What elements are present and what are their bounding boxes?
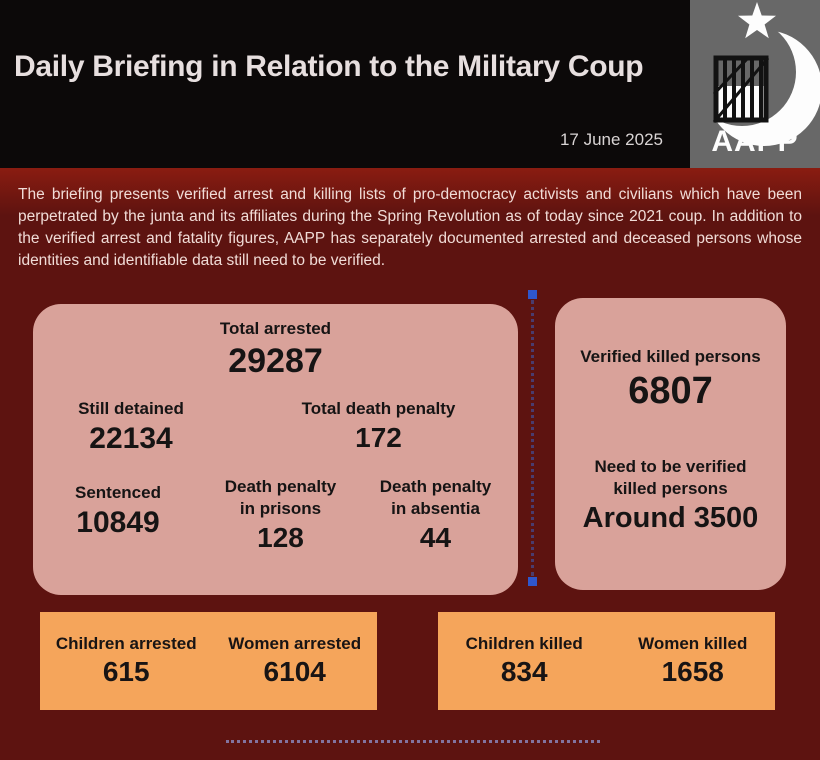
- stat-value: Around 3500: [582, 502, 759, 535]
- stat-value: 6807: [628, 370, 713, 413]
- divider-endpoint-bottom: [527, 577, 537, 586]
- stat-death-penalty-absentia: Death penalty in absentia 44: [358, 476, 513, 554]
- stat-label: Children arrested: [55, 633, 197, 653]
- main-content: The briefing presents verified arrest an…: [0, 168, 820, 760]
- aapp-logo-text: AAPP: [711, 125, 799, 158]
- killed-stats-panel: Verified killed persons 6807 Need to be …: [555, 298, 786, 590]
- header: Daily Briefing in Relation to the Milita…: [0, 0, 820, 168]
- stat-need-verified-killed: Need to be verified killed persons Aroun…: [555, 456, 786, 536]
- stat-total-arrested: Total arrested 29287: [33, 318, 518, 381]
- aapp-logo: AAPP: [690, 0, 820, 168]
- stat-label-line2: in absentia: [391, 499, 480, 519]
- stat-value: 1658: [661, 655, 724, 687]
- stat-label: Verified killed persons: [580, 347, 761, 366]
- stat-label: Women killed: [638, 633, 748, 653]
- page-title: Daily Briefing in Relation to the Milita…: [14, 50, 644, 83]
- stat-label: Need to be verified killed persons: [555, 456, 786, 500]
- stat-label: Still detained: [78, 399, 184, 418]
- stat-children-killed: Children killed 834: [466, 634, 583, 689]
- stat-sentenced: Sentenced 10849: [33, 482, 203, 541]
- stat-value: 10849: [76, 506, 160, 540]
- stat-label-line2: in prisons: [239, 499, 322, 519]
- stat-women-arrested: Women arrested 6104: [228, 634, 361, 689]
- stat-label: Total death penalty: [301, 399, 456, 418]
- arrested-demographics-box: Children arrested 615 Women arrested 610…: [40, 612, 377, 710]
- panel-divider: [527, 290, 537, 586]
- stat-total-death-penalty: Total death penalty 172: [271, 398, 486, 454]
- star-icon: [738, 2, 776, 39]
- divider-dotted-line: [530, 300, 534, 576]
- stat-label: Sentenced: [75, 483, 161, 502]
- stat-label-line1: Need to be verified: [594, 457, 747, 476]
- divider-endpoint-top: [527, 290, 537, 299]
- stat-value: 44: [419, 522, 452, 554]
- stat-label: Children killed: [465, 633, 583, 653]
- stat-children-arrested: Children arrested 615: [56, 634, 197, 689]
- stat-value: 172: [355, 422, 402, 454]
- stat-label-line2: killed persons: [613, 479, 728, 499]
- prison-bars-icon: [712, 55, 770, 123]
- stat-label: Death penalty in prisons: [203, 476, 358, 520]
- killed-demographics-box: Children killed 834 Women killed 1658: [438, 612, 775, 710]
- stat-label-line1: Death penalty: [224, 477, 337, 496]
- stat-women-killed: Women killed 1658: [638, 634, 747, 689]
- stat-value: 615: [102, 655, 150, 687]
- stat-label: Death penalty in absentia: [358, 476, 513, 520]
- intro-paragraph: The briefing presents verified arrest an…: [18, 186, 802, 269]
- stat-verified-killed: Verified killed persons 6807: [555, 346, 786, 414]
- stat-label: Total arrested: [219, 319, 332, 338]
- stat-value: 834: [500, 655, 548, 687]
- stat-value: 29287: [228, 342, 323, 381]
- stat-label-line1: Death penalty: [379, 477, 492, 496]
- stat-death-penalty-prisons: Death penalty in prisons 128: [203, 476, 358, 554]
- stat-still-detained: Still detained 22134: [41, 398, 221, 457]
- stat-value: 128: [257, 522, 304, 554]
- arrest-stats-panel: Total arrested 29287 Still detained 2213…: [33, 304, 518, 595]
- stat-label: Women arrested: [228, 633, 362, 653]
- briefing-date: 17 June 2025: [559, 130, 663, 149]
- stat-value: 22134: [89, 422, 173, 456]
- bottom-dotted-rule: [226, 740, 600, 743]
- aapp-logo-graphic: [706, 2, 820, 146]
- stat-value: 6104: [263, 655, 326, 687]
